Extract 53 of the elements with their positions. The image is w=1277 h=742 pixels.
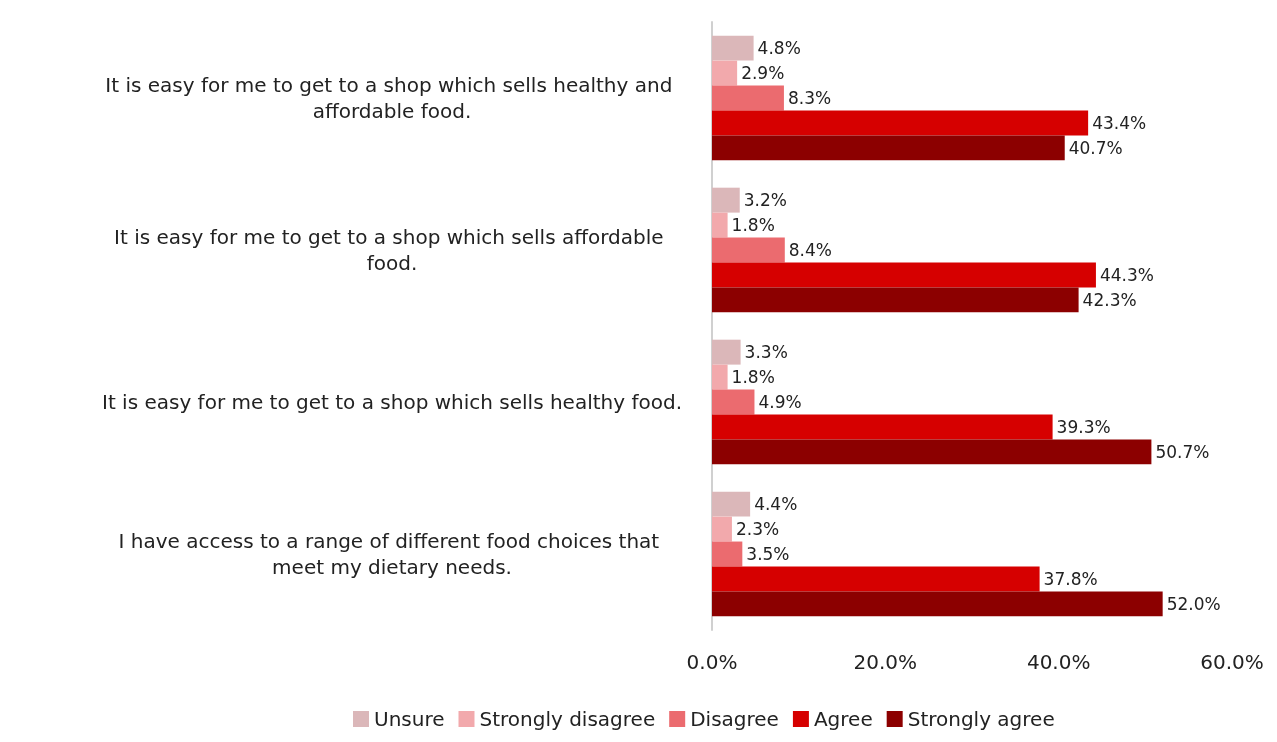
bar [712, 212, 728, 238]
data-label: 40.7% [1068, 137, 1123, 158]
data-label: 42.3% [1082, 289, 1137, 310]
x-tick-label: 0.0% [686, 650, 738, 674]
data-label: 3.3% [744, 342, 788, 363]
bar [712, 591, 1163, 617]
data-label: 4.8% [757, 38, 801, 59]
bar [712, 110, 1089, 136]
data-label: 50.7% [1155, 441, 1210, 462]
bar [712, 85, 784, 111]
data-label: 44.3% [1099, 264, 1154, 285]
x-tick-label: 60.0% [1200, 650, 1264, 674]
data-label: 39.3% [1056, 416, 1111, 437]
legend-label: Strongly agree [907, 707, 1055, 731]
legend-label: Strongly disagree [479, 707, 656, 731]
legend-label: Agree [813, 707, 873, 731]
bar [712, 566, 1040, 592]
data-label: 4.4% [754, 494, 798, 515]
bar [712, 135, 1065, 161]
data-label: 8.3% [787, 88, 832, 108]
data-label: 52.0% [1166, 593, 1221, 614]
bar [712, 439, 1152, 465]
data-label: 8.4% [788, 240, 832, 260]
bar [712, 262, 1096, 288]
y-tick-label: It is easy for me to get to a shop which sells affordable food. [114, 225, 670, 275]
bar [712, 339, 741, 365]
data-label: 3.2% [743, 190, 787, 211]
bar [712, 60, 738, 86]
bar [712, 414, 1053, 440]
bar [712, 364, 728, 390]
x-tick-label: 20.0% [853, 650, 918, 674]
x-tick-label: 40.0% [1026, 650, 1091, 674]
data-label: 4.9% [758, 392, 802, 412]
bar [712, 516, 732, 542]
bar [712, 187, 740, 213]
y-tick-label: It is easy for me to get to a shop which sells healthy and affordable food. [105, 73, 679, 123]
data-label: 1.8% [731, 367, 775, 388]
data-label: 43.4% [1092, 112, 1147, 133]
data-label: 37.8% [1043, 568, 1098, 589]
data-label: 2.3% [735, 519, 780, 540]
bar [712, 287, 1079, 313]
bar [712, 35, 754, 61]
bar [712, 237, 785, 263]
y-tick-label: It is easy for me to get to a shop which sells healthy food. [102, 390, 682, 414]
y-tick-label: I have access to a range of different food choices that meet my dietary needs. [118, 529, 666, 579]
legend-label: Disagree [690, 707, 779, 731]
data-label: 2.9% [741, 63, 785, 84]
bar [712, 491, 751, 517]
bar [712, 541, 743, 567]
bar [712, 389, 755, 415]
legend-label: Unsure [374, 707, 445, 731]
data-label: 3.5% [746, 544, 790, 564]
data-label: 1.8% [731, 215, 775, 236]
